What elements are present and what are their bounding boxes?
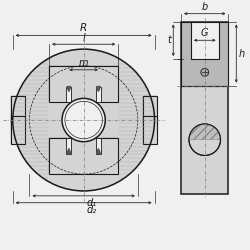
Polygon shape: [96, 148, 100, 154]
Bar: [181, 22, 228, 86]
Bar: [181, 22, 228, 86]
Polygon shape: [96, 86, 100, 92]
Bar: [191, 22, 218, 59]
Bar: [143, 116, 156, 144]
Bar: [49, 66, 118, 102]
Bar: [11, 96, 24, 124]
Bar: [11, 116, 24, 144]
Wedge shape: [189, 124, 220, 140]
Text: h: h: [238, 48, 244, 58]
Bar: [11, 96, 24, 124]
Bar: [66, 138, 71, 154]
Text: R: R: [80, 24, 87, 34]
Text: m: m: [79, 58, 88, 68]
Polygon shape: [67, 148, 71, 154]
Bar: [181, 22, 228, 194]
Bar: [49, 138, 118, 174]
Bar: [49, 138, 118, 174]
Bar: [49, 66, 118, 102]
Bar: [96, 138, 101, 154]
Bar: [96, 86, 101, 102]
Circle shape: [201, 68, 209, 76]
Circle shape: [189, 124, 220, 156]
Text: G: G: [201, 28, 208, 38]
Text: t: t: [168, 35, 171, 45]
Text: l: l: [82, 33, 85, 43]
Bar: [143, 96, 156, 124]
Circle shape: [62, 98, 105, 142]
Text: d₂: d₂: [86, 205, 97, 215]
Bar: [11, 116, 24, 144]
Circle shape: [13, 49, 154, 191]
Polygon shape: [67, 86, 71, 92]
Bar: [143, 116, 156, 144]
Text: d₁: d₁: [86, 198, 97, 208]
Bar: [66, 86, 71, 102]
Bar: [143, 96, 156, 124]
Text: b: b: [202, 2, 208, 12]
